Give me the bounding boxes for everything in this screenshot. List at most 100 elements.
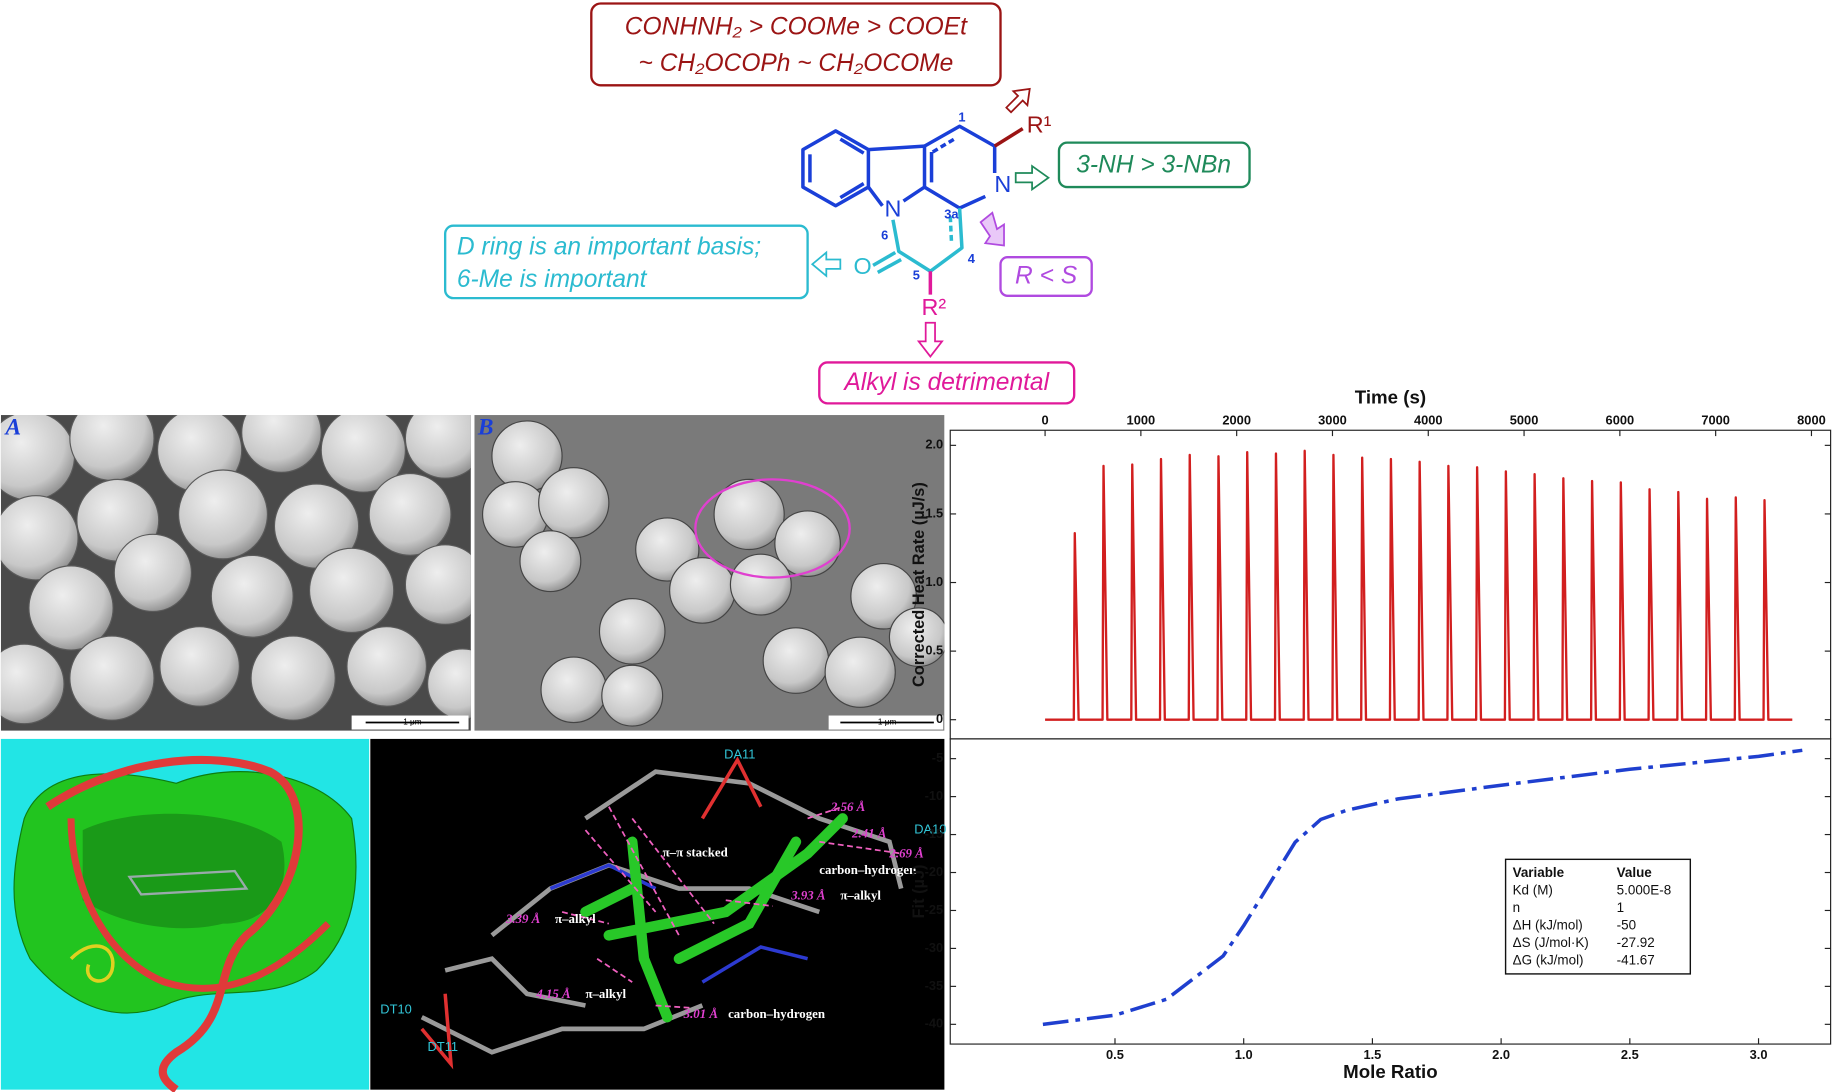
residue-label: DT10 <box>380 1002 411 1017</box>
d-text: 6-Me is important <box>457 266 648 293</box>
distance-label: 2.41 Å <box>851 827 887 841</box>
distance-label: 4.15 Å <box>535 987 571 1001</box>
arrow <box>1005 87 1031 114</box>
sem-image-b <box>474 415 945 731</box>
x-tick-label: 0 <box>1041 412 1048 427</box>
distance-label: 2.69 Å <box>888 847 924 861</box>
x-tick-label: 2.0 <box>1492 1047 1510 1062</box>
y-tick-label: -15 <box>925 826 944 841</box>
y-tick-label: -40 <box>925 1016 944 1031</box>
y-tick-label: -30 <box>925 940 944 955</box>
x-tick-label: 0.5 <box>1106 1047 1124 1062</box>
r2-text: Alkyl is detrimental <box>842 369 1049 396</box>
scale-bar-label: 1 μm <box>403 718 422 727</box>
y-tick-label: 0 <box>936 711 943 726</box>
panel-label: B <box>477 414 494 440</box>
sem-image-a <box>0 415 471 731</box>
n-box <box>1057 141 1251 189</box>
d-text: D ring is an important basis; <box>457 233 761 260</box>
atom-label: R¹ <box>1027 111 1052 137</box>
plot-frame <box>949 738 1832 1045</box>
r1-text: ~ CH₂OCOPh ~ CH₂OCOMe <box>639 50 954 77</box>
table-cell: 5.000E-8 <box>1617 882 1672 897</box>
interaction-label: carbon–hydrogen <box>728 1007 825 1021</box>
x-tick-label: 2000 <box>1222 412 1251 427</box>
atom-label: N <box>885 196 902 222</box>
atom-label: R² <box>922 294 947 320</box>
x-tick-label: 1000 <box>1127 412 1156 427</box>
table-cell: ΔG (kJ/mol) <box>1513 953 1584 968</box>
atom-label: O <box>853 253 871 279</box>
table-header: Variable <box>1513 865 1565 880</box>
y-tick-label: 2.0 <box>925 437 943 452</box>
r1-box <box>590 2 1002 87</box>
residue-label: DA10 <box>914 821 946 836</box>
x-tick-label: 5000 <box>1510 412 1539 427</box>
interaction-label: π–alkyl <box>555 912 596 926</box>
stereo-text: R < S <box>1015 263 1078 290</box>
y-axis-label: Fit (µJ) <box>910 865 928 919</box>
table-cell: 1 <box>1617 900 1624 915</box>
y-tick-label: -20 <box>925 864 944 879</box>
table-header: Value <box>1617 865 1653 880</box>
y-tick-label: 1.0 <box>925 574 943 589</box>
x-tick-label: 6000 <box>1606 412 1635 427</box>
position-number: 5 <box>913 267 920 282</box>
docking-surface <box>0 738 370 1092</box>
arrow <box>916 321 944 359</box>
interaction-label: carbon–hydrogen <box>819 863 916 877</box>
y-tick-label: -35 <box>925 978 944 993</box>
r2-box <box>818 361 1076 405</box>
y-tick-label: 1.5 <box>925 505 943 520</box>
scale-bar-label: 1 μm <box>878 718 897 727</box>
table-cell: ΔS (J/mol·K) <box>1513 935 1589 950</box>
x-axis-label: Time (s) <box>1355 387 1426 408</box>
distance-label: 3.93 Å <box>790 889 826 903</box>
x-tick-label: 7000 <box>1701 412 1730 427</box>
position-number: 3a <box>944 207 959 222</box>
x-tick-label: 2.5 <box>1621 1047 1639 1062</box>
residue-label: DT11 <box>428 1039 459 1054</box>
y-tick-label: 0.5 <box>925 643 943 658</box>
y-axis-label: Corrected Heat Rate (µJ/s) <box>910 482 928 687</box>
data-line <box>1045 449 1793 721</box>
residue-label: DA11 <box>724 747 755 762</box>
x-tick-label: 3.0 <box>1750 1047 1768 1062</box>
sar-diagram: CONHNH₂ > COOMe > COOEt ~ CH₂OCOPh ~ CH₂… <box>443 2 1251 405</box>
x-tick-label: 8000 <box>1797 412 1826 427</box>
y-tick-label: -10 <box>925 788 944 803</box>
docking-interactions <box>370 738 945 1090</box>
d-box <box>443 224 809 300</box>
position-number: 4 <box>968 251 976 266</box>
y-tick-label: -5 <box>932 750 943 765</box>
interaction-label: π–alkyl <box>840 889 881 903</box>
interaction-label: π–π stacked <box>663 845 728 859</box>
arrow <box>1014 164 1050 192</box>
position-number: 6 <box>881 228 888 243</box>
table-cell: -50 <box>1617 918 1636 933</box>
x-axis-label: Mole Ratio <box>1343 1061 1437 1082</box>
r1-text: CONHNH₂ > COOMe > COOEt <box>625 14 968 41</box>
distance-label: 2.56 Å <box>830 800 866 814</box>
x-tick-label: 3000 <box>1318 412 1347 427</box>
arrow <box>979 211 1005 247</box>
y-tick-label: -25 <box>925 902 944 917</box>
x-tick-label: 1.0 <box>1235 1047 1253 1062</box>
table-cell: ΔH (kJ/mol) <box>1513 918 1583 933</box>
table-cell: -41.67 <box>1617 953 1655 968</box>
stereo-box <box>999 256 1093 297</box>
panel-label: A <box>4 414 22 440</box>
position-number: 1 <box>958 109 965 124</box>
arrow <box>810 250 842 278</box>
interaction-label: π–alkyl <box>585 987 626 1001</box>
distance-label: 3.39 Å <box>505 912 541 926</box>
n-text: 3-NH > 3-NBn <box>1076 152 1231 179</box>
x-tick-label: 1.5 <box>1363 1047 1381 1062</box>
table-cell: Kd (M) <box>1513 882 1553 897</box>
x-tick-label: 4000 <box>1414 412 1443 427</box>
itc-charts: 0 0.5 1.0 1.5 2.0 0 1000 2000 3000 4000 5000 6000 70… <box>910 387 1832 1082</box>
table-cell: -27.92 <box>1617 935 1655 950</box>
table-cell: n <box>1513 900 1520 915</box>
